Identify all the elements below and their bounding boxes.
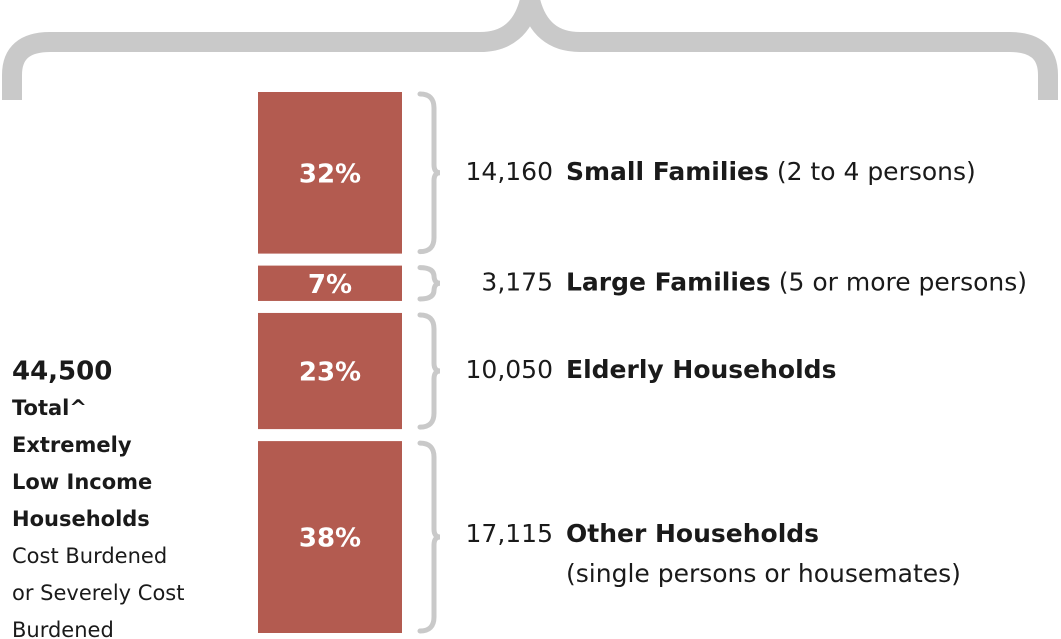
segment-name: Other Households: [566, 519, 819, 548]
segment-detail: (5 or more persons): [779, 267, 1027, 296]
segment-label: 7%: [308, 270, 352, 300]
bar-segment: [258, 265, 402, 301]
segment-detail: (2 to 4 persons): [777, 157, 976, 186]
segment-count: 17,115: [466, 519, 553, 548]
total-caption: Households: [12, 507, 150, 531]
total-caption: Burdened: [12, 618, 114, 639]
bar-segment: [258, 441, 402, 633]
segment-brace: [417, 440, 441, 634]
total-caption: Cost Burdened: [12, 544, 167, 568]
segment-name-text: Small Families: [566, 157, 769, 186]
segment-name-text: Large Families: [566, 267, 771, 296]
segment-brace: [417, 312, 441, 430]
total-caption: or Severely Cost: [12, 581, 184, 605]
bar-segment: [258, 312, 402, 430]
total-caption: Low Income: [12, 470, 152, 494]
segment-name-text: Elderly Households: [566, 355, 836, 384]
segment-name: Small Families (2 to 4 persons): [566, 157, 976, 186]
bar-segment: [258, 92, 402, 254]
total-value: 44,500: [12, 357, 112, 387]
segment-label: 38%: [299, 524, 361, 554]
segment-brace: [417, 91, 441, 255]
segment-count: 10,050: [466, 355, 553, 384]
segment-name: Elderly Households: [566, 355, 836, 384]
segment-count: 14,160: [466, 157, 553, 186]
total-caption: Total^: [12, 396, 87, 420]
total-caption: Extremely: [12, 433, 132, 457]
segment-name-text: Other Households: [566, 519, 819, 548]
segment-brace: [417, 265, 441, 302]
segment-label: 32%: [299, 159, 361, 189]
top-brace: [2, 0, 1058, 100]
segment-label: 23%: [299, 358, 361, 388]
segment-detail: (single persons or housemates): [566, 559, 961, 588]
segment-count: 3,175: [481, 267, 553, 296]
segment-name: Large Families (5 or more persons): [566, 267, 1027, 296]
